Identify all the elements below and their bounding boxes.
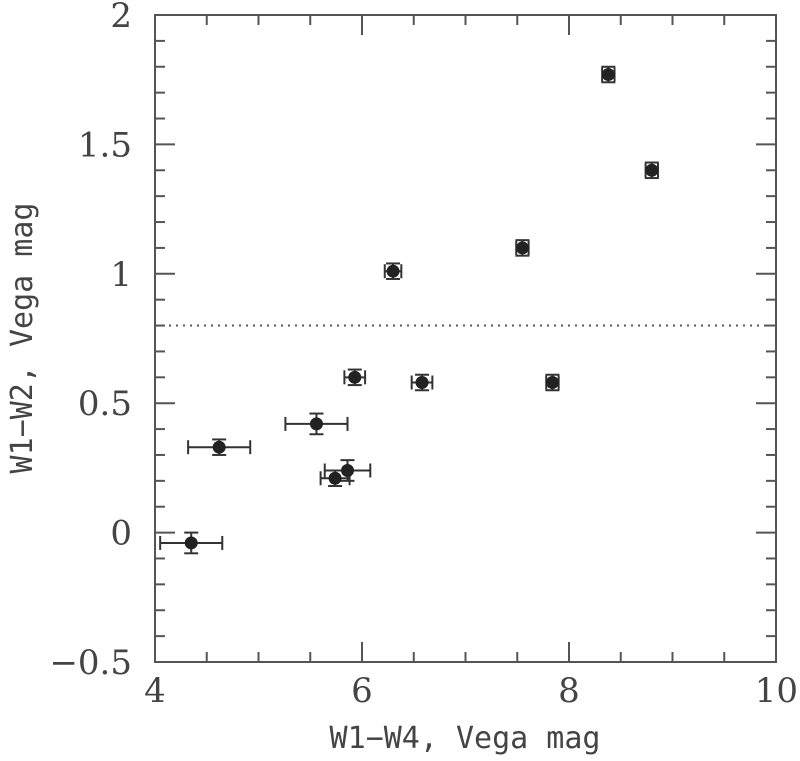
data-marker: [184, 536, 198, 550]
data-marker: [415, 375, 429, 389]
data-marker: [645, 163, 659, 177]
data-point: [383, 262, 403, 280]
data-marker: [386, 264, 400, 278]
y-tick-label: 1.5: [78, 125, 132, 165]
x-tick-label: 4: [144, 671, 166, 711]
data-marker: [515, 241, 529, 255]
x-tick-label: 6: [351, 671, 373, 711]
y-tick-label: 0.5: [78, 384, 132, 424]
x-tick-labels: 4 6 8 10: [144, 671, 798, 711]
data-marker: [328, 471, 342, 485]
data-point: [515, 239, 530, 257]
x-axis-label: W1−W4, Vega mag: [330, 721, 601, 756]
data-point: [410, 373, 434, 392]
y-tick-label: 2: [110, 0, 132, 36]
data-point: [545, 373, 560, 392]
data-marker: [545, 375, 559, 389]
y-tick-labels: −0.5 0 0.5 1 1.5 2: [49, 0, 132, 683]
data-point: [323, 459, 372, 482]
data-point: [159, 531, 224, 555]
data-marker: [601, 68, 615, 82]
data-marker: [341, 463, 355, 477]
x-tick-label: 8: [558, 671, 580, 711]
y-tick-label: 1: [110, 255, 132, 295]
data-point: [343, 368, 367, 387]
y-tick-label: −0.5: [49, 643, 132, 683]
data-marker: [309, 417, 323, 431]
axis-ticks: [154, 14, 777, 663]
x-tick-label: 10: [755, 671, 798, 711]
data-marker: [212, 440, 226, 454]
data-point: [284, 412, 349, 436]
y-axis-label: W1−W2, Vega mag: [5, 203, 40, 474]
data-point: [644, 161, 660, 180]
data-point: [187, 438, 252, 456]
data-points: [159, 65, 660, 555]
y-tick-label: 0: [110, 514, 132, 554]
plot-frame: [154, 14, 777, 663]
data-marker: [348, 370, 362, 384]
data-point: [601, 65, 616, 84]
